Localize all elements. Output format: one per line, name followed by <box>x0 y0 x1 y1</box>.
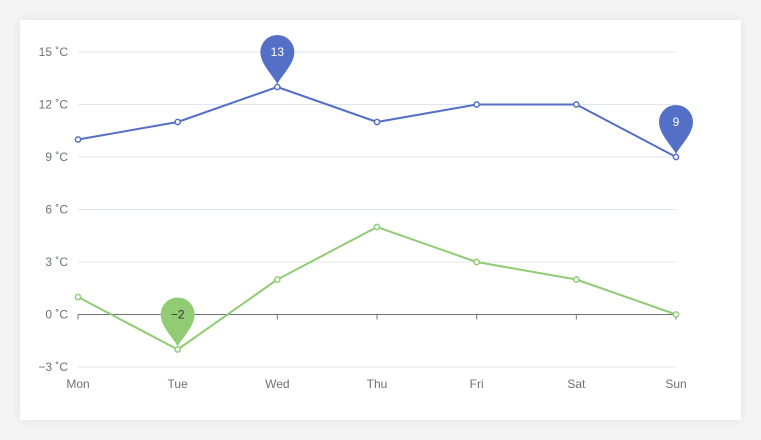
series-1-point <box>672 311 680 318</box>
y-tick-label: −3 ˚C <box>38 360 68 374</box>
series-1-point <box>473 258 481 266</box>
x-tick-label: Sun <box>665 377 686 391</box>
series-0-point <box>74 136 82 143</box>
series-1-point <box>273 276 281 283</box>
series-0-point <box>273 83 281 91</box>
x-tick-label: Wed <box>265 377 289 391</box>
series-1-point <box>74 293 82 301</box>
y-tick-label: 9 ˚C <box>45 150 68 164</box>
series-0-point <box>572 101 580 108</box>
marker-pin-label: 9 <box>673 115 680 129</box>
series-0-point <box>373 118 381 126</box>
series-1-point <box>572 276 580 283</box>
x-tick-label: Thu <box>367 377 388 391</box>
y-tick-label: 0 ˚C <box>45 308 68 322</box>
temperature-line-chart: −3 ˚C 0 ˚C 3 ˚C 6 ˚C 9 ˚C 12 ˚C 15 ˚C Mon Tue Wed… <box>38 34 693 391</box>
series-0-marker-pin <box>659 105 693 154</box>
marker-pin-label: 13 <box>271 45 285 59</box>
x-tick-label: Tue <box>168 377 189 391</box>
series-0-point <box>473 101 481 108</box>
series-1-point <box>174 346 182 353</box>
x-tick-label: Fri <box>470 377 484 391</box>
series-0-marker-pin <box>260 34 295 84</box>
series-1-point <box>373 223 381 231</box>
y-tick-label: 6 ˚C <box>45 203 68 217</box>
series-0-point <box>672 153 680 161</box>
y-tick-label: 12 ˚C <box>39 98 69 112</box>
series-0-point <box>174 118 182 126</box>
series-1-marker-pin <box>160 297 195 347</box>
marker-pin-label: −2 <box>171 308 185 322</box>
chart-card: −3 ˚C 0 ˚C 3 ˚C 6 ˚C 9 ˚C 12 ˚C 15 ˚C Mon Tue Wed… <box>20 20 741 420</box>
x-tick-label: Mon <box>66 377 89 391</box>
y-tick-label: 3 ˚C <box>45 255 68 269</box>
y-tick-label: 15 ˚C <box>39 45 69 59</box>
x-tick-label: Sat <box>567 377 586 391</box>
